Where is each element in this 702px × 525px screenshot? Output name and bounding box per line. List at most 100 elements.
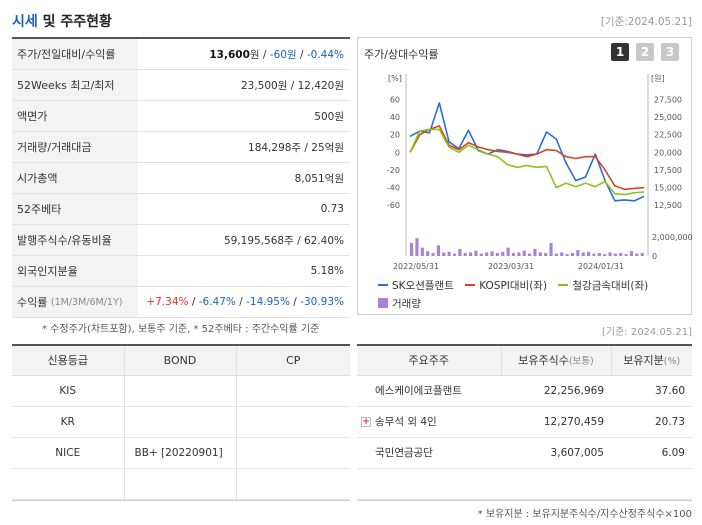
chart-tabs: 1 2 3 xyxy=(611,43,679,61)
value-price: 13,600원 / -60원 / -0.44% xyxy=(138,47,350,62)
volume-bar xyxy=(538,252,542,256)
volume-bar xyxy=(415,238,419,256)
row-face-value: 액면가 500원 xyxy=(12,101,350,132)
holder-name-cell: + 송무석 외 4인 xyxy=(357,406,501,438)
left-tick-label: 20 xyxy=(390,131,400,140)
legend-kospi-label: KOSPI대비(좌) xyxy=(479,279,548,292)
volume-bar xyxy=(544,253,548,256)
sep: / xyxy=(299,48,304,61)
section-header: 시세 및 주주현황 [기준:2024.05.21] xyxy=(12,0,692,36)
row-beta: 52주베타 0.73 xyxy=(12,194,350,225)
label-52weeks: 52Weeks 최고/최저 xyxy=(12,70,138,100)
title-rest: 및 주주현황 xyxy=(37,14,112,30)
series-line-sk xyxy=(409,102,645,202)
return-3m: -6.47% xyxy=(198,296,236,308)
price-value: 13,600 xyxy=(209,48,250,61)
left-tick-label: -40 xyxy=(387,184,400,193)
expand-plus-icon[interactable]: + xyxy=(361,417,371,427)
table-row: 에스케이에코플랜트 22,256,969 37.60 xyxy=(357,375,692,407)
label-beta: 52주베타 xyxy=(12,194,138,224)
change-pct-value: -0.44% xyxy=(306,48,344,61)
volume-bar xyxy=(528,253,532,256)
holder-name xyxy=(357,468,501,500)
right-tick-label: 25,000 xyxy=(654,113,682,122)
return-6m: -14.95% xyxy=(246,296,290,308)
x-tick-label: 2022/05/31 xyxy=(393,262,439,271)
volume-bar xyxy=(576,250,580,256)
right-tick-label: 15,000 xyxy=(654,184,682,193)
bond-cell xyxy=(123,406,236,438)
holders-header-pct-sub: (%) xyxy=(663,356,681,368)
volume-tick-label: 2,000,000 xyxy=(652,233,693,242)
volume-bar xyxy=(469,252,473,256)
chart-tab-3[interactable]: 3 xyxy=(661,43,679,61)
volume-bar xyxy=(511,253,516,256)
holder-pct: 6.09 xyxy=(611,437,692,469)
chart-legend: SK오션플랜트 KOSPI대비(좌) 철강금속대비(좌) 거래량 xyxy=(378,277,688,311)
cp-cell xyxy=(235,406,350,438)
holders-footnote: * 보유지분 : 보유지분주식수/지수산정주식수×100 xyxy=(477,509,692,520)
cp-cell xyxy=(235,437,350,469)
volume-bar xyxy=(592,253,596,256)
volume-bar xyxy=(608,252,612,256)
value-shares: 59,195,568주 / 62.40% xyxy=(223,234,344,247)
x-tick-label: 2024/01/31 xyxy=(578,262,624,271)
volume-bar xyxy=(570,253,575,256)
table-row: 국민연금공단 3,607,005 6.09 xyxy=(357,437,692,469)
volume-bar xyxy=(495,253,499,256)
legend-line-icon xyxy=(378,284,388,286)
right-tick-label: 17,500 xyxy=(654,166,682,175)
volume-bar xyxy=(485,252,489,256)
right-tick-label: 20,000 xyxy=(654,148,682,157)
cp-cell xyxy=(235,375,350,407)
label-volume: 거래량/거래대금 xyxy=(12,132,138,162)
label-shares: 발행주식수/유동비율 xyxy=(12,225,138,255)
value-foreign: 5.18% xyxy=(310,265,344,277)
holder-shares: 12,270,459 xyxy=(501,406,611,438)
legend-volume-label: 거래량 xyxy=(392,297,421,310)
table-row: KIS xyxy=(12,375,350,407)
volume-bar xyxy=(613,253,617,256)
value-volume: 184,298주 / 25억원 xyxy=(248,141,344,154)
sep: / xyxy=(293,296,297,308)
returns-sub-label: (1M/3M/6M/1Y) xyxy=(50,296,123,308)
reference-date: [기준:2024.05.21] xyxy=(600,16,692,28)
row-price: 주가/전일대비/수익률 13,600원 / -60원 / -0.44% xyxy=(12,39,350,70)
left-tick-label: 0 xyxy=(395,148,400,157)
volume-bar xyxy=(463,253,467,256)
x-tick-label: 2023/03/31 xyxy=(488,262,534,271)
volume-bar xyxy=(447,251,451,256)
chart-tab-1[interactable]: 1 xyxy=(611,43,629,61)
sep: / xyxy=(191,296,196,308)
volume-bar xyxy=(565,254,569,256)
agency-cell: KR xyxy=(12,406,124,438)
holders-header-pct-label: 보유지분 xyxy=(623,354,664,368)
volume-bar xyxy=(431,253,435,256)
volume-bar xyxy=(442,252,446,256)
table-row xyxy=(357,468,692,500)
volume-bar xyxy=(474,250,478,256)
price-chart: [%] [원] 60 40 20 0 -20 -40 -60 27,500 25,000 22,500… xyxy=(387,74,693,271)
holder-shares: 22,256,969 xyxy=(501,375,611,407)
holder-pct xyxy=(611,468,692,500)
agency-cell: KIS xyxy=(12,375,124,407)
right-axis-unit: [원] xyxy=(651,74,665,83)
volume-bar xyxy=(506,247,510,256)
right-tick-label: 12,500 xyxy=(654,201,682,210)
series-line-steel xyxy=(409,128,645,196)
volume-bar xyxy=(597,253,601,256)
major-shareholders-table: 주요주주 보유주식수(보통) 보유지분(%) 에스케이에코플랜트 22,256,9… xyxy=(357,344,692,501)
title-highlight: 시세 xyxy=(12,14,38,30)
chart-tab-2[interactable]: 2 xyxy=(636,43,654,61)
credit-header-cp: CP xyxy=(235,346,350,376)
right-tick-label: 27,500 xyxy=(654,95,682,104)
section-title: 시세 및 주주현황 xyxy=(12,11,112,31)
sep: / xyxy=(239,296,243,308)
agency-cell xyxy=(12,468,124,500)
value-face-value: 500원 xyxy=(314,110,344,123)
bond-cell xyxy=(123,468,236,500)
agency-cell: NICE xyxy=(12,437,124,469)
returns-label: 수익률 xyxy=(17,296,48,309)
holder-shares: 3,607,005 xyxy=(501,437,611,469)
holders-header-name: 주요주주 xyxy=(357,346,501,376)
